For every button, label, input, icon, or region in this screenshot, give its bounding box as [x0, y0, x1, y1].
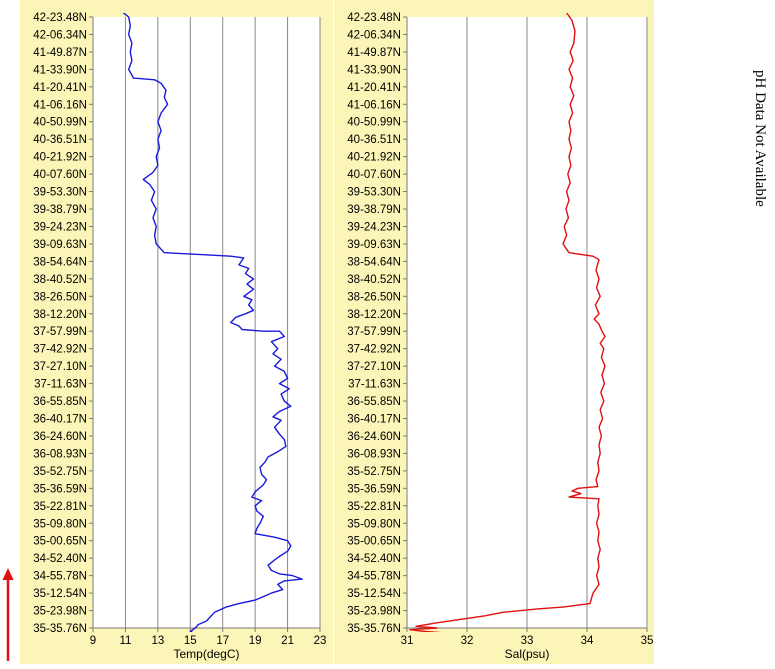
sal-y-tick-label: 39-09.63N	[347, 239, 401, 251]
sal-y-tick-label: 39-24.23N	[347, 221, 401, 233]
sal-y-tick-label: 39-53.30N	[347, 187, 401, 199]
sal-y-tick-label: 41-20.41N	[347, 82, 401, 94]
sal-y-tick-label: 35-23.98N	[347, 606, 401, 618]
sal-y-tick-label: 40-36.51N	[347, 134, 401, 146]
temp-y-tick-label: 39-38.79N	[33, 204, 87, 216]
temp-y-tick-label: 42-23.48N	[33, 12, 87, 24]
salinity-chart: 42-23.48N 42-06.34N 41-49.87N 41-33.90N 41-2…	[334, 0, 654, 664]
sal-x-tick-label: 33	[521, 635, 534, 647]
temp-plot-area	[93, 17, 320, 628]
temp-y-tick-label: 37-42.92N	[33, 344, 87, 356]
ph-unavailable-note: pH Data Not Available	[752, 70, 768, 207]
temp-y-tick-label: 38-54.64N	[33, 256, 87, 268]
temp-y-tick-label: 35-09.80N	[33, 518, 87, 530]
sal-y-tick-label: 36-40.17N	[347, 414, 401, 426]
sal-y-tick-label: 35-52.75N	[347, 466, 401, 478]
temp-y-tick-label: 35-00.65N	[33, 536, 87, 548]
temp-x-tick-label: 13	[151, 635, 164, 647]
sal-y-tick-label: 37-11.63N	[348, 379, 401, 391]
sal-y-tick-label: 36-24.60N	[347, 431, 401, 443]
sal-y-tick-label: 36-55.85N	[347, 396, 401, 408]
temp-y-tick-label: 35-35.76N	[33, 623, 87, 635]
temp-y-tick-label: 34-55.78N	[33, 571, 87, 583]
temp-y-tick-label: 38-26.50N	[33, 291, 87, 303]
sal-y-tick-label: 39-38.79N	[347, 204, 401, 216]
temp-y-tick-label: 39-24.23N	[33, 221, 87, 233]
temp-y-tick-label: 39-09.63N	[33, 239, 87, 251]
temp-y-tick-label: 34-52.40N	[33, 553, 87, 565]
temp-y-tick-label: 39-53.30N	[33, 187, 87, 199]
up-arrow-icon	[2, 568, 14, 661]
temp-y-tick-label: 36-55.85N	[33, 396, 87, 408]
sal-y-tick-label: 37-27.10N	[347, 361, 401, 373]
temp-y-tick-label: 35-22.81N	[33, 501, 87, 513]
temp-x-axis-title: Temp(degC)	[173, 647, 239, 661]
sal-series-line	[409, 13, 606, 632]
sal-y-tick-label: 41-33.90N	[347, 64, 401, 76]
sal-y-tick-label: 42-23.48N	[347, 12, 401, 24]
temp-y-tick-label: 40-07.60N	[33, 169, 87, 181]
sal-x-tick-label: 31	[401, 635, 414, 647]
temp-y-tick-label: 35-36.59N	[33, 483, 87, 495]
temp-y-tick-label: 40-50.99N	[33, 117, 87, 129]
temp-y-tick-label: 40-36.51N	[33, 134, 87, 146]
temp-y-tick-label: 41-06.16N	[33, 99, 87, 111]
sal-y-tick-label: 41-49.87N	[347, 47, 401, 59]
temp-y-tick-label: 42-06.34N	[33, 29, 87, 41]
temp-y-tick-label: 38-12.20N	[33, 309, 87, 321]
temp-y-tick-label: 35-23.98N	[33, 606, 87, 618]
sal-y-tick-label: 38-54.64N	[347, 256, 401, 268]
temp-y-tick-label: 40-21.92N	[33, 152, 87, 164]
sal-y-tick-label: 41-06.16N	[347, 99, 401, 111]
temperature-chart: 42-23.48N 42-06.34N 41-49.87N 41-33.90N 41-2…	[20, 0, 333, 664]
temp-x-tick-label: 15	[184, 635, 197, 647]
sal-x-axis-title: Sal(psu)	[505, 647, 550, 661]
temp-y-tick-label: 36-24.60N	[33, 431, 87, 443]
sal-y-tick-label: 35-36.59N	[347, 483, 401, 495]
temp-series-line	[122, 13, 303, 632]
sal-y-tick-label: 35-09.80N	[347, 518, 401, 530]
sal-x-tick-label: 35	[641, 635, 654, 647]
temp-y-tick-label: 37-11.63N	[34, 379, 87, 391]
sal-y-tick-label: 40-50.99N	[347, 117, 401, 129]
temp-y-tick-label: 35-12.54N	[33, 588, 87, 600]
sal-y-tick-label: 38-40.52N	[347, 274, 401, 286]
sal-y-tick-label: 37-42.92N	[347, 344, 401, 356]
sal-y-tick-label: 38-26.50N	[347, 291, 401, 303]
temp-y-tick-label: 41-33.90N	[33, 64, 87, 76]
temp-y-tick-label: 41-49.87N	[33, 47, 87, 59]
sal-y-tick-label: 40-21.92N	[347, 152, 401, 164]
sal-y-tick-label: 34-52.40N	[347, 553, 401, 565]
sal-y-tick-label: 40-07.60N	[347, 169, 401, 181]
temp-x-tick-label: 9	[90, 635, 96, 647]
temp-y-tick-label: 35-52.75N	[33, 466, 87, 478]
sal-y-tick-label: 36-08.93N	[347, 448, 401, 460]
temp-x-tick-label: 11	[119, 635, 131, 647]
sal-y-tick-label: 35-22.81N	[347, 501, 401, 513]
temp-y-tick-label: 37-57.99N	[33, 326, 87, 338]
temp-y-tick-label: 36-08.93N	[33, 448, 87, 460]
sal-x-tick-label: 34	[581, 635, 594, 647]
sal-y-tick-label: 37-57.99N	[347, 326, 401, 338]
temp-y-tick-label: 36-40.17N	[33, 414, 87, 426]
sal-y-tick-label: 38-12.20N	[347, 309, 401, 321]
sal-y-tick-label: 34-55.78N	[347, 571, 401, 583]
sal-y-tick-label: 35-12.54N	[347, 588, 401, 600]
sal-x-tick-label: 32	[461, 635, 474, 647]
temp-x-tick-label: 17	[216, 635, 229, 647]
temp-x-tick-label: 21	[281, 635, 294, 647]
sal-y-tick-label: 35-00.65N	[347, 536, 401, 548]
sal-y-tick-label: 35-35.76N	[347, 623, 401, 635]
temp-y-tick-label: 37-27.10N	[33, 361, 87, 373]
temp-x-tick-label: 19	[249, 635, 262, 647]
temp-x-tick-label: 23	[314, 635, 327, 647]
temp-y-tick-label: 41-20.41N	[33, 82, 87, 94]
temp-y-tick-label: 38-40.52N	[33, 274, 87, 286]
sal-y-tick-label: 42-06.34N	[347, 29, 401, 41]
